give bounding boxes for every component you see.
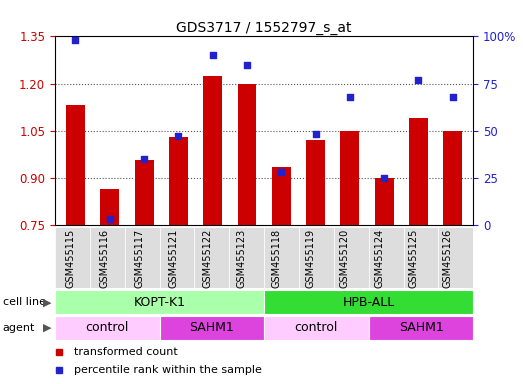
Bar [66,106,85,225]
Text: GSM455118: GSM455118 [271,228,281,288]
Text: GSM455119: GSM455119 [305,228,315,288]
FancyBboxPatch shape [55,316,160,340]
Bar [409,118,428,225]
FancyBboxPatch shape [229,227,264,288]
Text: HPB-ALL: HPB-ALL [343,296,395,309]
Bar [340,131,359,225]
FancyBboxPatch shape [369,316,473,340]
Text: transformed count: transformed count [74,347,177,357]
FancyBboxPatch shape [264,316,369,340]
Text: GSM455125: GSM455125 [408,228,418,288]
Point [174,133,183,139]
Point [71,37,79,43]
Text: ▶: ▶ [43,297,51,307]
Text: GSM455120: GSM455120 [340,228,350,288]
Text: GSM455124: GSM455124 [374,228,384,288]
Bar [306,140,325,225]
Bar [374,178,394,225]
Text: SAHM1: SAHM1 [399,321,444,334]
Text: GSM455116: GSM455116 [100,228,110,288]
Text: percentile rank within the sample: percentile rank within the sample [74,365,262,375]
Text: GSM455123: GSM455123 [237,228,247,288]
Point [380,175,389,181]
FancyBboxPatch shape [369,227,404,288]
FancyBboxPatch shape [264,227,299,288]
Point [277,169,286,175]
FancyBboxPatch shape [55,290,264,314]
FancyBboxPatch shape [438,227,473,288]
FancyBboxPatch shape [334,227,369,288]
Text: GSM455126: GSM455126 [443,228,453,288]
Text: control: control [295,321,338,334]
FancyBboxPatch shape [90,227,124,288]
Bar [100,189,119,225]
Point [311,131,320,137]
Title: GDS3717 / 1552797_s_at: GDS3717 / 1552797_s_at [176,22,352,35]
Text: SAHM1: SAHM1 [189,321,234,334]
Bar [203,76,222,225]
Text: KOPT-K1: KOPT-K1 [133,296,186,309]
Bar [134,161,154,225]
FancyBboxPatch shape [55,227,90,288]
Bar [237,84,256,225]
Text: GSM455121: GSM455121 [168,228,178,288]
FancyBboxPatch shape [195,227,229,288]
Text: agent: agent [3,323,35,333]
Text: control: control [86,321,129,334]
FancyBboxPatch shape [299,227,334,288]
Text: ▶: ▶ [43,323,51,333]
Point [209,52,217,58]
Text: GSM455117: GSM455117 [134,228,144,288]
Text: GSM455115: GSM455115 [65,228,75,288]
FancyBboxPatch shape [404,227,438,288]
FancyBboxPatch shape [160,316,264,340]
Point [414,77,423,83]
Bar [169,137,188,225]
Point [449,94,457,100]
Point [346,94,354,100]
Text: GSM455122: GSM455122 [203,228,213,288]
Point [140,156,148,162]
Bar [272,167,291,225]
Point [106,216,114,222]
Point [243,62,251,68]
FancyBboxPatch shape [124,227,160,288]
Text: cell line: cell line [3,297,46,307]
FancyBboxPatch shape [264,290,473,314]
FancyBboxPatch shape [160,227,195,288]
Bar [444,131,462,225]
